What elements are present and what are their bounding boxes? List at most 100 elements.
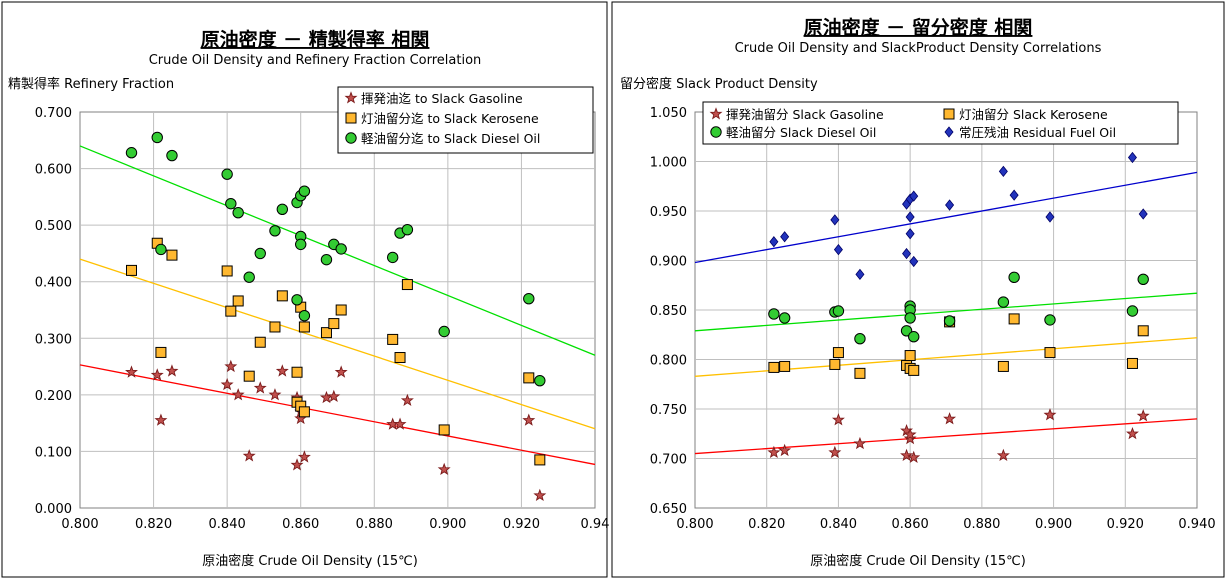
data-point [907,450,921,464]
data-point [904,312,916,324]
data-point [1008,313,1020,325]
data-point [298,185,311,197]
data-point [909,190,919,202]
data-point [1009,189,1019,201]
data-point [943,412,957,425]
trend-line [79,364,596,466]
data-point [254,336,266,348]
data-point [400,393,414,407]
y-tick-label: 0.750 [650,403,687,418]
data-point [125,147,138,159]
data-point [908,364,920,376]
data-point [1008,271,1020,284]
data-point [225,305,237,317]
y-tick-label: 0.850 [650,304,687,319]
x-tick-label: 0.800 [61,517,98,532]
legend-left: 揮発油迄 to Slack Gasoline 灯油留分迄 to Slack Ker… [337,86,594,154]
data-point [768,308,780,320]
plot-area-left: 0.800 0.820 0.840 0.860 0.880 0.900 0.920 0.94 0… [35,106,610,532]
data-point [295,238,307,251]
data-point [829,358,841,370]
data-point [831,413,845,426]
legend-entry: 灯油留分迄 to Slack Kerosene [361,111,539,126]
data-point [1044,314,1056,326]
data-point [780,231,790,243]
data-point [298,321,310,333]
data-point [232,206,244,219]
x-tick-label: 0.920 [503,517,540,532]
data-point [767,445,781,459]
y-tick-label: 0.400 [35,276,72,291]
chart-subtitle: Crude Oil Density and Refinery Fraction … [149,53,482,68]
data-point [276,203,289,216]
data-point [155,243,167,256]
data-point [534,454,546,466]
y-tick-label: 0.900 [650,255,687,270]
legend-entry: 揮発油留分 Slack Gasoline [726,107,884,122]
data-point [393,417,407,430]
chart-left: 原油密度 － 精製得率 相関 Crude Oil Density and Ref… [1,1,610,578]
x-tick-label: 0.900 [429,517,466,532]
x-tick-label: 0.820 [748,517,785,532]
data-point [298,309,311,322]
legend-entry: 軽油留分 Slack Diesel Oil [726,125,876,140]
y-tick-label: 1.050 [650,106,687,121]
y-tick-label: 0.800 [650,354,687,369]
data-point [155,346,167,358]
y-axis-label: 精製得率 Refinery Fraction [8,76,174,92]
data-point [231,388,245,401]
legend-marker [944,126,954,138]
data-point [853,436,867,450]
chart-title: 原油密度 － 留分密度 相関 [804,16,1033,39]
data-point [996,448,1010,462]
data-point [221,265,233,277]
x-tick-label: 0.820 [135,517,172,532]
data-point [320,327,332,339]
data-point [275,364,289,377]
data-point [534,375,546,387]
legend-marker [710,126,722,138]
data-point [833,243,843,256]
data-point [276,290,288,302]
data-point [437,462,451,476]
data-point [1138,208,1148,220]
data-point [126,264,137,276]
data-point [243,271,255,283]
data-point [401,223,414,236]
data-point [903,427,917,441]
data-point [832,305,845,317]
x-tick-label: 0.840 [820,517,857,532]
legend-entry: 軽油留分迄 to Slack Diesel Oil [361,131,540,146]
chart-right: 原油密度 － 留分密度 相関 Crude Oil Density and Sla… [611,1,1225,578]
data-point [320,253,333,266]
x-tick-label: 0.860 [282,517,319,532]
x-tick-label: 0.900 [1035,517,1072,532]
data-point [438,325,450,338]
data-point [151,131,163,144]
y-tick-label: 0.700 [650,453,687,468]
y-tick-label: 0.950 [650,205,687,220]
data-point [166,149,178,162]
y-tick-label: 0.500 [35,219,72,234]
y-tick-label: 0.100 [35,445,72,460]
data-point [297,450,311,463]
data-point [394,352,406,364]
x-axis-label: 原油密度 Crude Oil Density (15℃) [202,553,418,569]
data-point [998,165,1008,178]
x-axis-label: 原油密度 Crude Oil Density (15℃) [810,553,1026,569]
legend-entry: 灯油留分 Slack Kerosene [959,107,1108,122]
legend-right: 揮発油留分 Slack Gasoline 灯油留分 Slack Kerosene 軽… [702,101,1179,145]
data-point [1126,357,1138,369]
y-tick-label: 0.650 [650,502,687,517]
data-point [386,251,399,264]
data-point [150,368,164,381]
x-tick-label: 0.860 [892,517,929,532]
data-point [125,365,138,378]
data-point [1137,273,1149,286]
x-tick-label: 0.880 [963,517,1000,532]
data-point [900,448,914,462]
data-point [225,197,237,210]
data-point [291,294,303,306]
data-point [269,321,281,333]
